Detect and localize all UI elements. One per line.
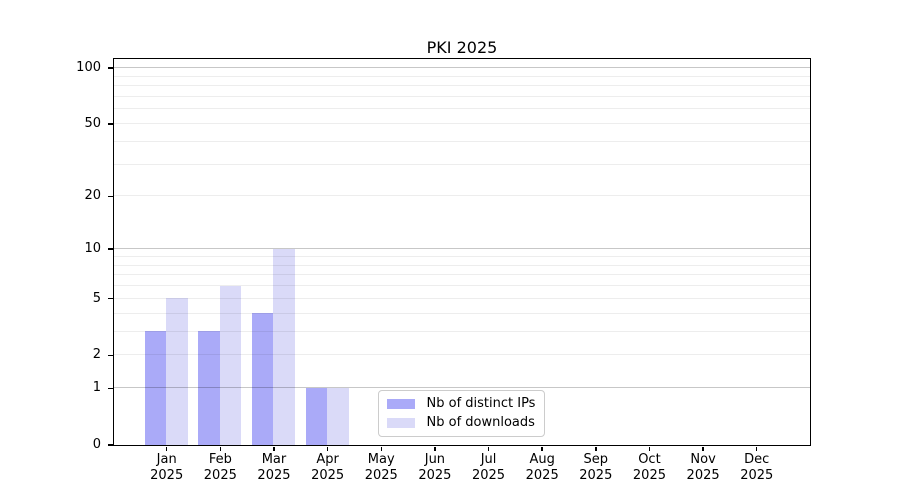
bar-distinct-ips-jan [144,331,167,445]
y-tick [108,444,113,446]
bar-downloads-apr [327,387,349,445]
x-tick [219,446,222,451]
x-tick [165,446,168,451]
bar-distinct-ips-feb [198,331,220,445]
y-tick-label: 100 [76,60,101,76]
x-tick-label: May 2025 [364,452,398,483]
x-tick-label: Jun 2025 [418,452,452,483]
y-gridline-minor [113,85,810,87]
y-tick [108,387,113,390]
x-tick-label: Oct 2025 [632,452,666,483]
y-gridline-minor [113,122,810,124]
y-tick [108,248,113,250]
bar-distinct-ips-mar [252,313,274,445]
bar-downloads-feb [219,285,242,445]
y-gridline-major [113,248,810,250]
y-gridline-minor [113,195,810,197]
x-tick-label: Jan 2025 [150,452,184,483]
y-tick [108,67,113,69]
y-gridline-minor [113,75,810,77]
x-tick-label: Sep 2025 [579,452,613,483]
plot-area: Nb of distinct IPs Nb of downloads [112,57,811,446]
y-gridline-major [113,67,810,69]
y-tick [108,195,113,198]
x-tick-label: Nov 2025 [686,452,720,483]
bar-distinct-ips-apr [305,387,328,445]
y-tick-label: 10 [84,241,101,257]
legend-entry-distinct-ips: Nb of distinct IPs [386,395,536,412]
x-tick-label: Dec 2025 [740,452,774,483]
y-gridline-minor [113,330,810,332]
legend-swatch-distinct-ips [386,398,415,409]
y-gridline-minor [113,140,810,142]
y-gridline-minor [113,108,810,110]
x-tick [648,446,651,451]
chart-title: PKI 2025 [426,38,498,57]
legend-label-distinct-ips: Nb of distinct IPs [426,395,536,411]
y-gridline-major [113,387,810,389]
x-tick [755,446,758,451]
y-gridline-minor [113,95,810,97]
y-gridline-minor [113,354,810,356]
legend-entry-downloads: Nb of downloads [386,414,536,431]
x-tick [434,446,436,451]
y-tick [108,123,113,125]
y-gridline-minor [113,264,810,266]
y-tick-label: 1 [92,380,101,396]
x-tick [273,446,275,451]
y-gridline-minor [113,163,810,165]
y-tick [108,297,113,300]
x-tick [380,446,382,451]
y-gridline-minor [113,255,810,257]
x-tick-label: Feb 2025 [203,452,237,483]
legend-label-downloads: Nb of downloads [426,414,535,430]
y-gridline-minor [113,312,810,314]
x-tick [541,446,543,451]
legend-swatch-downloads [386,417,415,428]
y-tick-label: 2 [92,347,101,363]
x-tick-label: Mar 2025 [257,452,291,483]
bar-downloads-jan [166,298,188,445]
x-tick [487,446,490,451]
y-tick-label: 50 [84,115,101,131]
y-tick [108,354,113,357]
y-tick-label: 0 [92,437,101,452]
bar-downloads-mar [273,248,295,445]
x-tick [326,446,329,451]
y-tick-label: 20 [84,188,101,204]
x-tick [702,446,704,451]
y-gridline-minor [113,297,810,299]
legend: Nb of distinct IPs Nb of downloads [377,389,545,437]
y-tick-label: 5 [92,290,101,306]
x-tick-label: Apr 2025 [311,452,345,483]
y-gridline-minor [113,285,810,287]
y-gridline-minor [113,274,810,276]
x-tick-label: Aug 2025 [525,452,559,483]
x-tick [595,446,597,451]
x-tick-label: Jul 2025 [471,452,506,483]
